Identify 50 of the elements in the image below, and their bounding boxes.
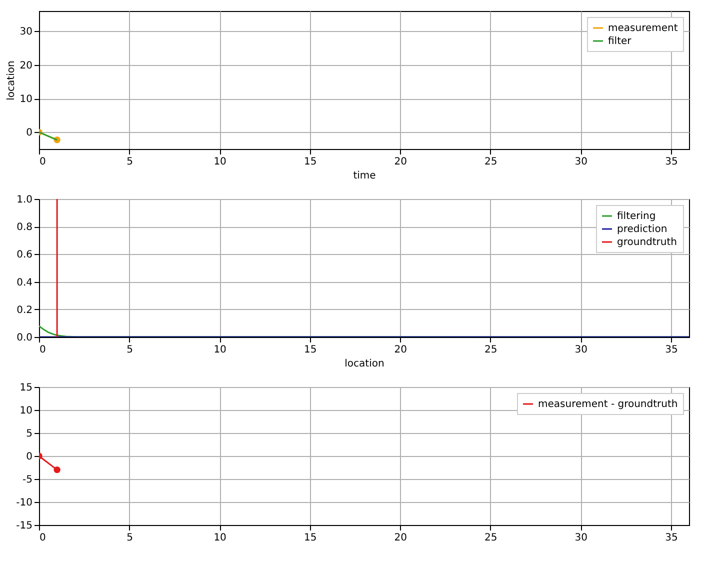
x-tick-label: 20 bbox=[394, 532, 407, 544]
y-tick-label: 0 bbox=[26, 128, 32, 139]
x-tick-label: 20 bbox=[394, 344, 407, 356]
y-tick-label: 15 bbox=[20, 382, 32, 394]
y-tick-label: 10 bbox=[20, 94, 32, 106]
x-tick-label: 0 bbox=[40, 532, 46, 544]
legend-label: groundtruth bbox=[617, 237, 678, 248]
x-tick-label: 30 bbox=[574, 156, 588, 168]
x-tick-label: 30 bbox=[574, 532, 588, 544]
y-tick-label: 20 bbox=[20, 60, 32, 72]
x-tick-label: 15 bbox=[304, 156, 317, 168]
legend-label: prediction bbox=[617, 224, 668, 235]
y-tick-label: 10 bbox=[20, 406, 32, 416]
x-tick-label: 10 bbox=[214, 532, 226, 544]
x-tick-label: 25 bbox=[484, 532, 498, 544]
y-tick-label: 1.0 bbox=[16, 194, 32, 206]
legend-label: measurement - groundtruth bbox=[538, 399, 678, 410]
y-tick-label: -10 bbox=[16, 498, 32, 508]
x-tick-label: 25 bbox=[484, 344, 498, 356]
x-tick-label: 5 bbox=[126, 532, 133, 544]
y-tick-label: 0.6 bbox=[16, 250, 32, 261]
x-tick-label: 0 bbox=[40, 156, 46, 168]
x-tick-label: 0 bbox=[40, 344, 46, 356]
y-tick-label: 0.2 bbox=[16, 304, 32, 316]
x-tick-label: 35 bbox=[665, 156, 678, 168]
x-tick-label: 10 bbox=[214, 344, 226, 356]
x-tick-label: 15 bbox=[304, 532, 317, 544]
y-axis-title: location bbox=[6, 60, 17, 100]
x-tick-label: 5 bbox=[126, 156, 133, 168]
x-tick-label: 5 bbox=[126, 344, 133, 356]
y-tick-label: 0.4 bbox=[16, 277, 32, 288]
x-tick-label: 30 bbox=[574, 344, 588, 356]
y-tick-label: -15 bbox=[16, 520, 32, 532]
y-tick-label: 30 bbox=[20, 26, 32, 38]
y-tick-label: 0.0 bbox=[16, 332, 32, 344]
x-axis-title: time bbox=[353, 170, 376, 182]
x-tick-label: 35 bbox=[665, 532, 678, 544]
y-tick-label: 0 bbox=[26, 452, 32, 462]
y-tick-label: 5 bbox=[26, 428, 32, 440]
x-tick-label: 15 bbox=[304, 344, 317, 356]
x-tick-label: 25 bbox=[484, 156, 498, 168]
x-tick-label: 10 bbox=[214, 156, 226, 168]
legend-label: measurement bbox=[608, 23, 678, 34]
legend-label: filtering bbox=[617, 211, 656, 222]
legend-label: filter bbox=[608, 36, 632, 47]
x-tick-label: 35 bbox=[665, 344, 678, 356]
x-axis-title: location bbox=[344, 358, 384, 370]
x-tick-label: 20 bbox=[394, 156, 407, 168]
y-tick-label: 0.8 bbox=[16, 222, 32, 234]
y-tick-label: -5 bbox=[22, 474, 32, 486]
